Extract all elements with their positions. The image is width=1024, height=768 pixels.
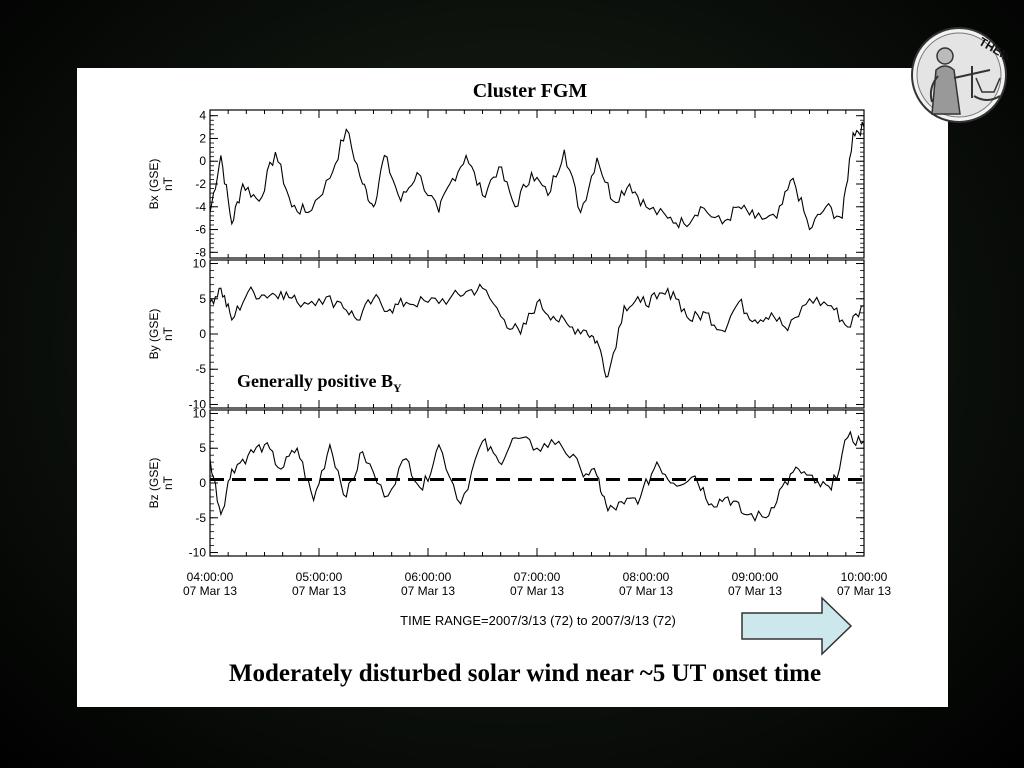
y-tick-label: -6 <box>195 223 206 237</box>
panel-frame <box>209 109 865 259</box>
x-tick-label-date: 07 Mar 13 <box>510 584 564 598</box>
y-tick-label: -10 <box>189 546 207 560</box>
y-tick-label: 0 <box>199 476 206 490</box>
panel-1: 4 2 0 -2 -4 -6 -8 Bx (GSE) nT <box>147 109 865 259</box>
x-tick-label-date: 07 Mar 13 <box>728 584 782 598</box>
y-tick-label: 10 <box>193 257 207 271</box>
x-tick-label-date: 07 Mar 13 <box>401 584 455 598</box>
y-tick-label: -2 <box>195 177 206 191</box>
y-axis-unit: nT <box>161 475 175 490</box>
y-tick-label: 10 <box>193 406 207 420</box>
y-axis-label: Bz (GSE) <box>147 458 161 509</box>
x-tick-label-time: 07:00:00 <box>514 570 561 584</box>
y-tick-label: -4 <box>195 200 206 214</box>
themis-justice-figure-icon <box>929 47 1001 115</box>
y-axis-label: Bx (GSE) <box>147 159 161 210</box>
x-tick-label-date: 07 Mar 13 <box>183 584 237 598</box>
y-tick-label: 5 <box>199 441 206 455</box>
x-tick-label-time: 06:00:00 <box>405 570 452 584</box>
slide-panel <box>77 68 948 707</box>
panel-3: 10 5 0 -5 -10 Bz (GSE) nT <box>147 406 865 560</box>
y-tick-label: 4 <box>199 109 206 123</box>
x-tick-label-time: 09:00:00 <box>732 570 779 584</box>
by-annotation-subscript: Y <box>393 381 402 395</box>
x-tick-label-date: 07 Mar 13 <box>837 584 891 598</box>
x-tick-label-time: 10:00:00 <box>841 570 888 584</box>
y-tick-label: -8 <box>195 245 206 259</box>
x-tick-label-time: 04:00:00 <box>187 570 234 584</box>
by-annotation-text: Generally positive B <box>237 371 393 391</box>
by-annotation: Generally positive BY <box>237 371 402 395</box>
x-tick-label-date: 07 Mar 13 <box>292 584 346 598</box>
x-tick-label-date: 07 Mar 13 <box>619 584 673 598</box>
y-axis-unit: nT <box>161 326 175 341</box>
panel-frame <box>209 409 865 557</box>
y-tick-label: 0 <box>199 327 206 341</box>
y-axis-label: By (GSE) <box>147 309 161 360</box>
x-tick-label-time: 08:00:00 <box>623 570 670 584</box>
y-tick-label: -10 <box>189 397 207 411</box>
time-range-label: TIME RANGE=2007/3/13 (72) to 2007/3/13 (… <box>400 613 676 628</box>
chart-title: Cluster FGM <box>473 80 588 102</box>
slide-caption: Moderately disturbed solar wind near ~5 … <box>229 660 821 687</box>
x-tick-label-time: 05:00:00 <box>296 570 343 584</box>
y-tick-label: -5 <box>195 511 206 525</box>
series-trace-1 <box>209 121 865 231</box>
right-arrow-icon <box>741 596 853 656</box>
panel-2: 10 5 0 -5 -10 By (GSE) nT <box>147 257 865 411</box>
y-tick-label: 0 <box>199 154 206 168</box>
themis-logo: THEMIS <box>911 27 1008 123</box>
series-trace-2 <box>209 283 865 378</box>
y-tick-label: -5 <box>195 362 206 376</box>
series-trace-3 <box>209 430 865 523</box>
y-tick-label: 5 <box>199 292 206 306</box>
y-axis-unit: nT <box>161 176 175 191</box>
y-tick-label: 2 <box>199 131 206 145</box>
